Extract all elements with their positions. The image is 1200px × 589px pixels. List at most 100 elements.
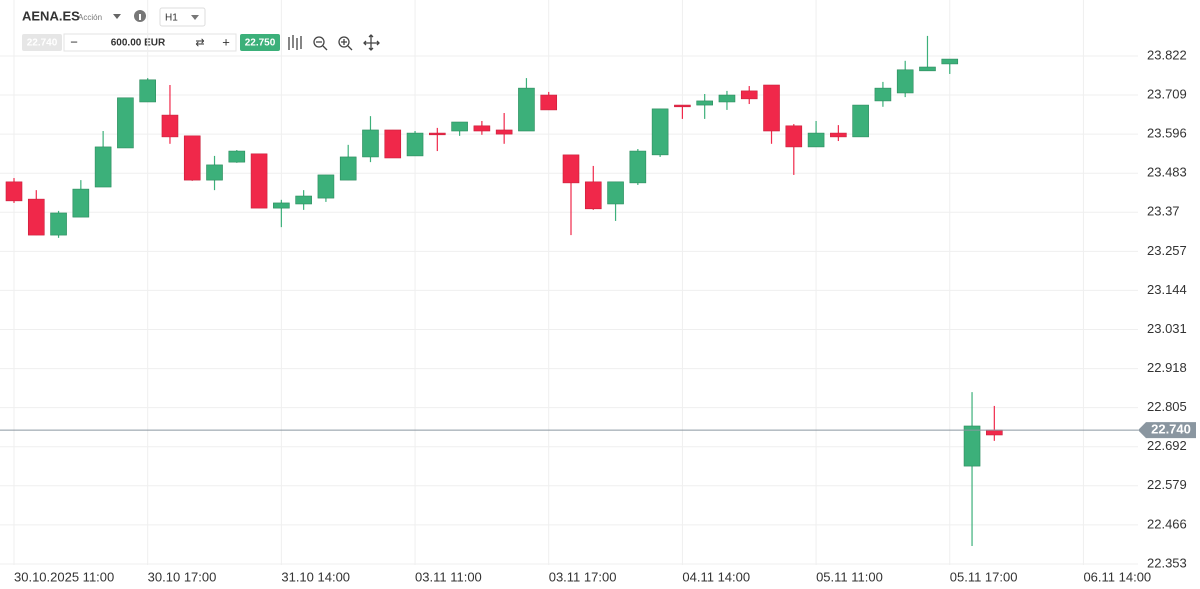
pan-icon[interactable] [363, 34, 380, 51]
y-tick-label: 23.144 [1147, 282, 1187, 297]
candle [384, 129, 402, 159]
timeframe-dropdown [191, 15, 199, 20]
buy-button[interactable] [240, 34, 280, 51]
candle-body [852, 104, 869, 138]
candle [562, 154, 580, 236]
candle [228, 150, 246, 163]
candle-body [250, 153, 268, 209]
candle-body [540, 94, 558, 111]
candle-body [518, 87, 535, 132]
candle [941, 58, 959, 74]
candle-body [161, 114, 179, 138]
candle [339, 144, 357, 181]
candle [429, 127, 446, 152]
y-tick-label: 22.579 [1147, 477, 1187, 492]
current-price-label: 22.740 [1151, 422, 1191, 437]
symbol-dropdown[interactable] [113, 14, 121, 19]
timeframe: H1 [165, 13, 178, 24]
candle [629, 148, 647, 185]
y-tick-label: 22.353 [1147, 555, 1187, 570]
candle-body [362, 129, 379, 158]
candle-body [696, 100, 713, 106]
x-tick-label: 03.11 17:00 [549, 569, 617, 584]
candle [206, 155, 223, 191]
candle-body [718, 94, 736, 103]
zoom-out-icon[interactable] [313, 36, 325, 48]
candle [94, 131, 112, 188]
candle-body [584, 181, 602, 210]
candle-body [94, 146, 112, 188]
y-tick-label: 23.822 [1147, 47, 1187, 62]
candle-body [406, 132, 424, 157]
candle [651, 108, 669, 157]
candle [830, 125, 847, 142]
candle-body [651, 108, 669, 156]
candle [406, 131, 424, 157]
plus-button[interactable]: + [222, 34, 230, 49]
candle [117, 97, 134, 149]
candle-body [117, 97, 134, 149]
symbol[interactable]: AENA.ES [22, 8, 80, 23]
y-tick-label: 22.918 [1147, 360, 1187, 375]
candle [273, 199, 290, 228]
candle [451, 121, 468, 136]
candle-body [27, 198, 45, 236]
candle [362, 116, 379, 163]
candle-body [451, 121, 468, 132]
amount-field[interactable] [63, 33, 237, 52]
zoom-in-glyph [341, 39, 353, 51]
candle-body [785, 125, 803, 148]
candle-body [295, 195, 312, 205]
x-tick-label: 30.10 17:00 [148, 569, 217, 584]
candle [607, 181, 624, 221]
candle-body [874, 87, 892, 102]
x-tick-label: 03.11 11:00 [415, 569, 482, 584]
candle-body [183, 135, 201, 181]
plot [5, 35, 1003, 546]
y-tick-label: 22.466 [1147, 516, 1187, 531]
amount: 600.00 EUR [111, 38, 166, 49]
candle [473, 120, 491, 135]
y-tick-label: 23.031 [1147, 321, 1187, 336]
current-price-tag [1138, 422, 1196, 439]
instrument-type: Acción [78, 13, 102, 22]
candle [696, 94, 713, 119]
chart-type-icon[interactable] [288, 35, 302, 50]
candle [540, 91, 558, 111]
y-tick-label: 23.596 [1147, 126, 1187, 141]
candle-body [807, 132, 825, 148]
zoom-in-icon[interactable] [338, 36, 350, 48]
sell-button[interactable] [22, 34, 62, 51]
candle [740, 86, 758, 105]
sell-price: 22.740 [27, 38, 58, 49]
x-tick-label: 30.10.2025 11:00 [14, 569, 114, 584]
candle-body [139, 79, 156, 103]
y-tick-label: 23.483 [1147, 165, 1187, 180]
buy-price: 22.750 [245, 38, 276, 49]
candle-body [607, 181, 624, 205]
candle [852, 104, 869, 138]
candle [963, 392, 981, 546]
candle-body [830, 132, 847, 138]
zoom-out-glyph [316, 41, 328, 51]
minus-button[interactable]: − [70, 34, 78, 49]
candle [317, 174, 335, 202]
candle-body [763, 84, 780, 132]
candle-body [473, 125, 491, 132]
candle [161, 85, 179, 144]
candle-body [5, 181, 23, 202]
candle-body [273, 202, 290, 209]
candle [183, 135, 201, 181]
candle [874, 81, 892, 107]
candle [986, 405, 1003, 441]
candle [27, 190, 45, 236]
timeframe-select[interactable] [159, 7, 206, 27]
candle [763, 84, 780, 144]
candle-body [228, 150, 246, 163]
info-glyph [139, 14, 141, 20]
y-tick-label: 23.257 [1147, 243, 1187, 258]
swap-icon[interactable]: ⇄ [195, 37, 204, 49]
candle [718, 90, 736, 110]
candle-body [339, 156, 357, 181]
